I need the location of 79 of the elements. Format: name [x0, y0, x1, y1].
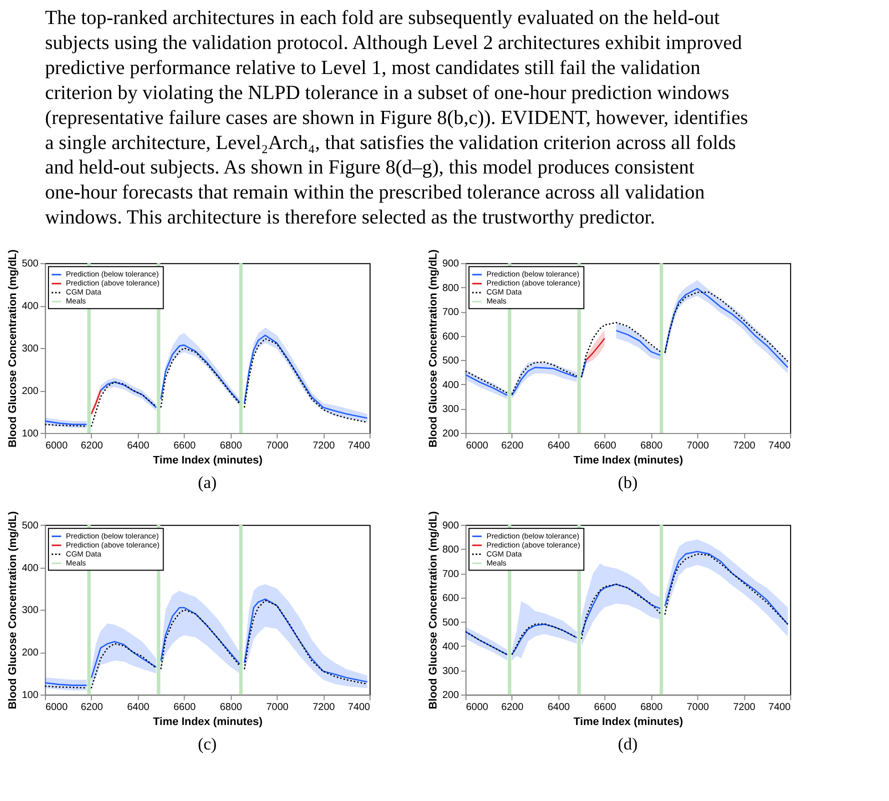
- text: (d): [618, 734, 638, 754]
- y-tick-label: 300: [22, 605, 39, 616]
- x-tick-label: 6600: [594, 702, 617, 714]
- y-tick-label: 200: [22, 386, 39, 397]
- x-axis-title: Time Index (minutes): [574, 454, 684, 466]
- text: (a): [198, 472, 217, 492]
- text: (representative failure cases are shown in Figure 8(b,c)). EVIDENT, however, identifies: [44, 106, 748, 129]
- x-tick-label: 7400: [348, 440, 371, 452]
- y-tick-label: 100: [22, 428, 39, 440]
- y-tick-label: 200: [442, 690, 460, 702]
- y-axis-title: Blood Glucose Concentration (mg/dL): [427, 510, 440, 710]
- y-tick-label: 600: [442, 593, 460, 604]
- text: windows. This architecture is therefore selected as the trustworthy predictor.: [44, 206, 656, 229]
- x-tick-label: 6800: [220, 702, 242, 714]
- text: predictive performance relative to Level 1, most candidates still fail the validation: [44, 56, 700, 79]
- text: (b): [618, 472, 638, 492]
- x-tick-label: 6400: [548, 440, 570, 452]
- text: and held-out subjects. As shown in Figure 8(d–g), this model produces consistent: [44, 156, 695, 179]
- x-tick-label: 6000: [45, 440, 68, 452]
- x-tick-label: 7400: [348, 702, 371, 714]
- x-tick-label: 6800: [640, 702, 664, 714]
- y-tick-label: 800: [442, 544, 460, 556]
- x-tick-label: 6800: [640, 440, 664, 452]
- x-tick-label: 6800: [220, 440, 242, 452]
- text: The top-ranked architectures in each fold are subsequently evaluated on the held-out: [44, 6, 720, 29]
- x-tick-label: 6200: [80, 440, 104, 452]
- y-tick-label: 300: [442, 666, 460, 677]
- x-tick-label: 7200: [733, 702, 756, 714]
- y-tick-label: 900: [442, 520, 460, 532]
- x-tick-label: 7000: [266, 702, 289, 714]
- y-tick-label: 900: [442, 258, 460, 270]
- x-tick-label: 7000: [266, 440, 289, 452]
- x-tick-label: 7000: [686, 702, 710, 714]
- x-tick-label: 6600: [173, 702, 196, 714]
- text: one-hour forecasts that remain within the prescribed tolerance across all validation: [44, 182, 705, 204]
- y-tick-label: 400: [442, 642, 460, 653]
- text: subjects using the validation protocol. Although Level 2 architectures exhibit improved: [44, 32, 742, 54]
- x-tick-label: 7000: [686, 440, 710, 452]
- text: criterion by violating the NLPD tolerance in a subset of one-hour prediction windows: [44, 82, 730, 104]
- x-axis-title: Time Index (minutes): [153, 716, 263, 728]
- y-tick-label: 500: [22, 520, 39, 532]
- text: (c): [198, 734, 217, 754]
- x-tick-label: 6600: [594, 440, 617, 452]
- y-tick-label: 300: [22, 344, 39, 355]
- x-tick-label: 7200: [312, 440, 336, 452]
- y-axis-title: Blood Glucose Concentration (mg/dL): [427, 249, 440, 448]
- x-tick-label: 6200: [80, 702, 104, 714]
- y-tick-label: 200: [442, 428, 460, 440]
- y-tick-label: 500: [442, 356, 460, 367]
- x-tick-label: 7400: [768, 440, 792, 452]
- y-tick-label: 300: [442, 404, 460, 416]
- y-tick-label: 600: [442, 331, 460, 342]
- x-axis-title: Time Index (minutes): [153, 454, 263, 466]
- x-tick-label: 7200: [312, 702, 336, 714]
- y-tick-label: 700: [442, 307, 460, 318]
- y-axis-title: Blood Glucose Concentration (mg/dL): [6, 510, 19, 710]
- x-tick-label: 6000: [45, 702, 68, 714]
- x-tick-label: 7200: [733, 440, 756, 452]
- y-tick-label: 400: [442, 380, 460, 391]
- y-tick-label: 400: [22, 301, 39, 312]
- y-tick-label: 700: [442, 568, 460, 580]
- x-tick-label: 7400: [768, 702, 792, 714]
- x-tick-label: 6600: [173, 440, 196, 452]
- x-tick-label: 6000: [466, 440, 489, 452]
- y-tick-label: 500: [22, 258, 39, 270]
- y-tick-label: 500: [442, 617, 460, 628]
- y-tick-label: 200: [22, 648, 39, 659]
- x-tick-label: 6400: [127, 440, 150, 452]
- x-tick-label: 6200: [501, 702, 524, 714]
- y-axis-title: Blood Glucose Concentration (mg/dL): [6, 249, 19, 448]
- x-tick-label: 6200: [501, 440, 524, 452]
- x-tick-label: 6000: [466, 702, 489, 714]
- y-tick-label: 400: [22, 562, 39, 574]
- x-tick-label: 6400: [548, 702, 570, 714]
- y-tick-label: 800: [442, 282, 460, 294]
- y-tick-label: 100: [22, 690, 39, 702]
- x-axis-title: Time Index (minutes): [574, 716, 684, 728]
- text: a single architecture, Level₂Arch₄, that satisfies the validation criterion across all folds: [44, 132, 736, 154]
- x-tick-label: 6400: [127, 702, 150, 714]
